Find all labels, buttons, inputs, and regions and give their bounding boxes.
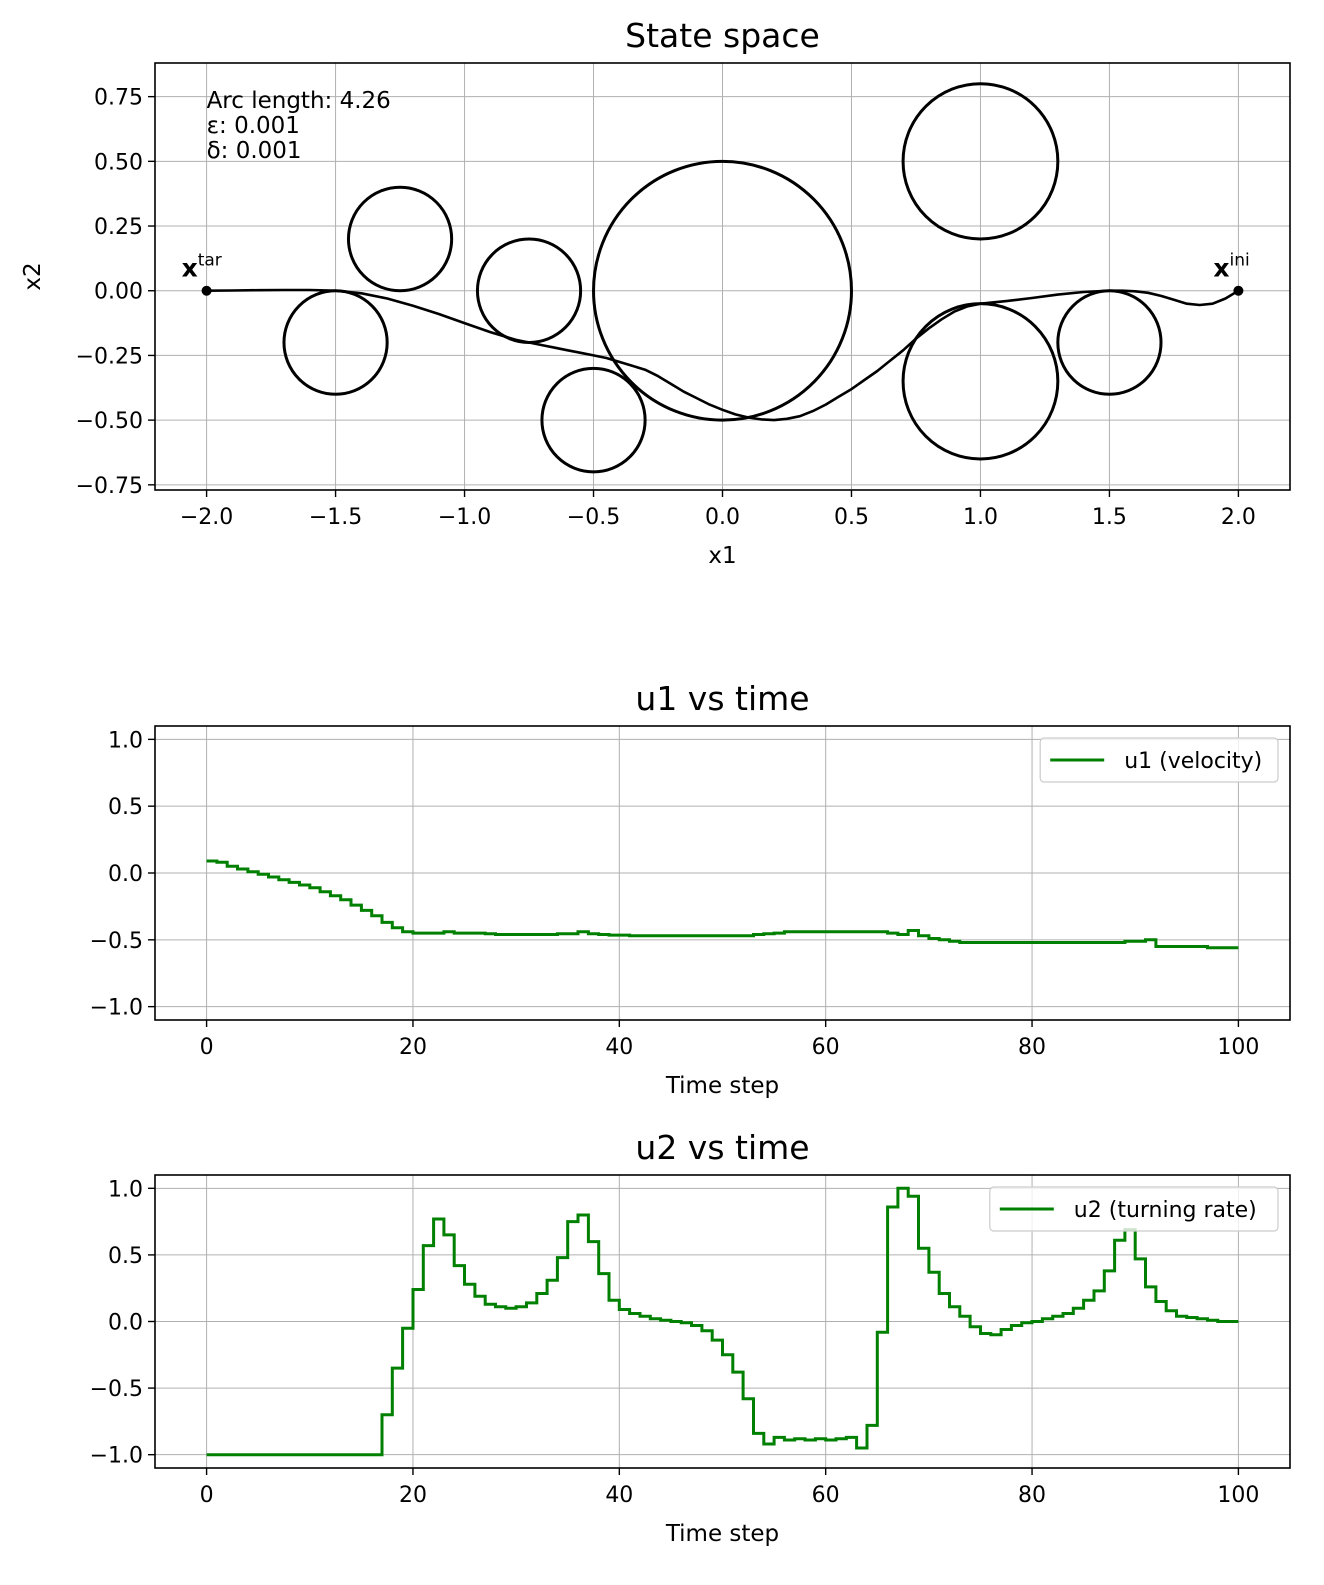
state-space-panel: xtar xini −2.0 −1.5 −1.0 −0.5 0.0 0.5 1.0 1.5 2.0… bbox=[20, 16, 1291, 569]
obstacle-circle bbox=[592, 159, 853, 422]
annotation-box: Arc length: 4.26 ε: 0.001 δ: 0.001 bbox=[207, 88, 391, 164]
u1-legend: u1 (velocity) bbox=[1039, 737, 1279, 783]
y-tick-label: 1.0 bbox=[108, 728, 143, 753]
state-space-ylabel: x2 bbox=[20, 262, 46, 290]
x-tick-label: −1.0 bbox=[438, 505, 491, 530]
x-tick-label: 2.0 bbox=[1221, 505, 1256, 530]
x-tick-label: 60 bbox=[812, 1035, 840, 1060]
u2-series bbox=[206, 1186, 1239, 1457]
u1-legend-label: u1 (velocity) bbox=[1124, 749, 1262, 774]
u1-grid bbox=[155, 726, 1290, 1020]
y-tick-label: −1.0 bbox=[90, 996, 143, 1021]
x-tick-label: −1.5 bbox=[309, 505, 362, 530]
x-tick-label: 100 bbox=[1217, 1035, 1259, 1060]
x-tick-label: 80 bbox=[1018, 1035, 1046, 1060]
obstacle-circle bbox=[901, 82, 1060, 241]
y-tick-label: 0.5 bbox=[108, 795, 143, 820]
y-tick-label: −0.25 bbox=[76, 344, 143, 369]
y-tick-label: 1.0 bbox=[108, 1177, 143, 1202]
obstacle-circle bbox=[540, 366, 647, 474]
y-tick-label: 0.25 bbox=[94, 215, 143, 240]
endpoint-markers: xtar xini bbox=[182, 251, 1250, 296]
y-tick-label: −0.50 bbox=[76, 409, 143, 434]
y-tick-label: 0.0 bbox=[108, 862, 143, 887]
x-tick-label: 20 bbox=[399, 1483, 427, 1508]
y-tick-label: 0.0 bbox=[108, 1311, 143, 1336]
u1-panel: 0 20 40 60 80 100 1.0 0.5 0.0 −0.5 −1.0 u1 vs time… bbox=[90, 679, 1291, 1099]
u2-legend-label: u2 (turning rate) bbox=[1074, 1198, 1257, 1223]
u2-ticks: 0 20 40 60 80 100 1.0 0.5 0.0 −0.5 −1.0 bbox=[90, 1177, 1260, 1508]
series-line bbox=[206, 1186, 1239, 1457]
u2-legend-box bbox=[989, 1186, 1279, 1232]
endpoint-label: xtar bbox=[182, 251, 222, 283]
y-tick-label: 0.00 bbox=[94, 280, 143, 305]
trajectory bbox=[206, 288, 1240, 422]
x-tick-label: 1.5 bbox=[1092, 505, 1127, 530]
endpoint-label-sup: tar bbox=[198, 251, 222, 271]
x-tick-label: −0.5 bbox=[567, 505, 620, 530]
x-tick-label: 60 bbox=[812, 1483, 840, 1508]
obstacle-circle bbox=[346, 185, 454, 293]
x-tick-label: 0 bbox=[200, 1483, 214, 1508]
u2-panel: 0 20 40 60 80 100 1.0 0.5 0.0 −0.5 −1.0 u2 vs time… bbox=[90, 1128, 1291, 1547]
y-tick-label: 0.50 bbox=[94, 150, 143, 175]
endpoint-label-main: x bbox=[1213, 254, 1229, 283]
x-tick-label: 0.0 bbox=[705, 505, 740, 530]
u2-xlabel: Time step bbox=[665, 1521, 779, 1547]
u1-series bbox=[206, 859, 1239, 950]
endpoint-marker bbox=[201, 285, 212, 296]
state-space-title: State space bbox=[625, 16, 820, 55]
annotation-delta: δ: 0.001 bbox=[207, 138, 302, 164]
x-tick-label: 40 bbox=[605, 1483, 633, 1508]
x-tick-label: 80 bbox=[1018, 1483, 1046, 1508]
state-space-ticks: −2.0 −1.5 −1.0 −0.5 0.0 0.5 1.0 1.5 2.0 0.75 0.50 0… bbox=[76, 86, 1256, 530]
x-tick-label: 1.0 bbox=[963, 505, 998, 530]
y-tick-label: 0.75 bbox=[94, 86, 143, 111]
endpoint-label-sup: ini bbox=[1230, 251, 1250, 271]
y-tick-label: −0.5 bbox=[90, 929, 143, 954]
y-tick-label: −0.75 bbox=[76, 474, 143, 499]
x-tick-label: 40 bbox=[605, 1035, 633, 1060]
state-space-grid bbox=[155, 63, 1290, 490]
x-tick-label: 0.5 bbox=[834, 505, 869, 530]
endpoint-label-main: x bbox=[182, 254, 198, 283]
trajectory-line bbox=[206, 288, 1240, 422]
state-space-xlabel: x1 bbox=[708, 543, 736, 569]
u2-title: u2 vs time bbox=[635, 1128, 809, 1167]
x-tick-label: 100 bbox=[1217, 1483, 1259, 1508]
u1-ticks: 0 20 40 60 80 100 1.0 0.5 0.0 −0.5 −1.0 bbox=[90, 728, 1260, 1060]
endpoint-label: xini bbox=[1213, 251, 1249, 283]
u2-legend: u2 (turning rate) bbox=[989, 1186, 1279, 1232]
x-tick-label: 20 bbox=[399, 1035, 427, 1060]
endpoint-marker bbox=[1233, 285, 1244, 296]
series-line bbox=[206, 859, 1239, 950]
annotation-arc-length: Arc length: 4.26 bbox=[207, 88, 391, 114]
u1-title: u1 vs time bbox=[635, 679, 809, 718]
x-tick-label: 0 bbox=[200, 1035, 214, 1060]
x-tick-label: −2.0 bbox=[180, 505, 233, 530]
u1-xlabel: Time step bbox=[665, 1073, 779, 1099]
u1-legend-box bbox=[1039, 737, 1279, 783]
y-tick-label: 0.5 bbox=[108, 1244, 143, 1269]
annotation-epsilon: ε: 0.001 bbox=[207, 113, 300, 139]
y-tick-label: −1.0 bbox=[90, 1444, 143, 1469]
y-tick-label: −0.5 bbox=[90, 1377, 143, 1402]
